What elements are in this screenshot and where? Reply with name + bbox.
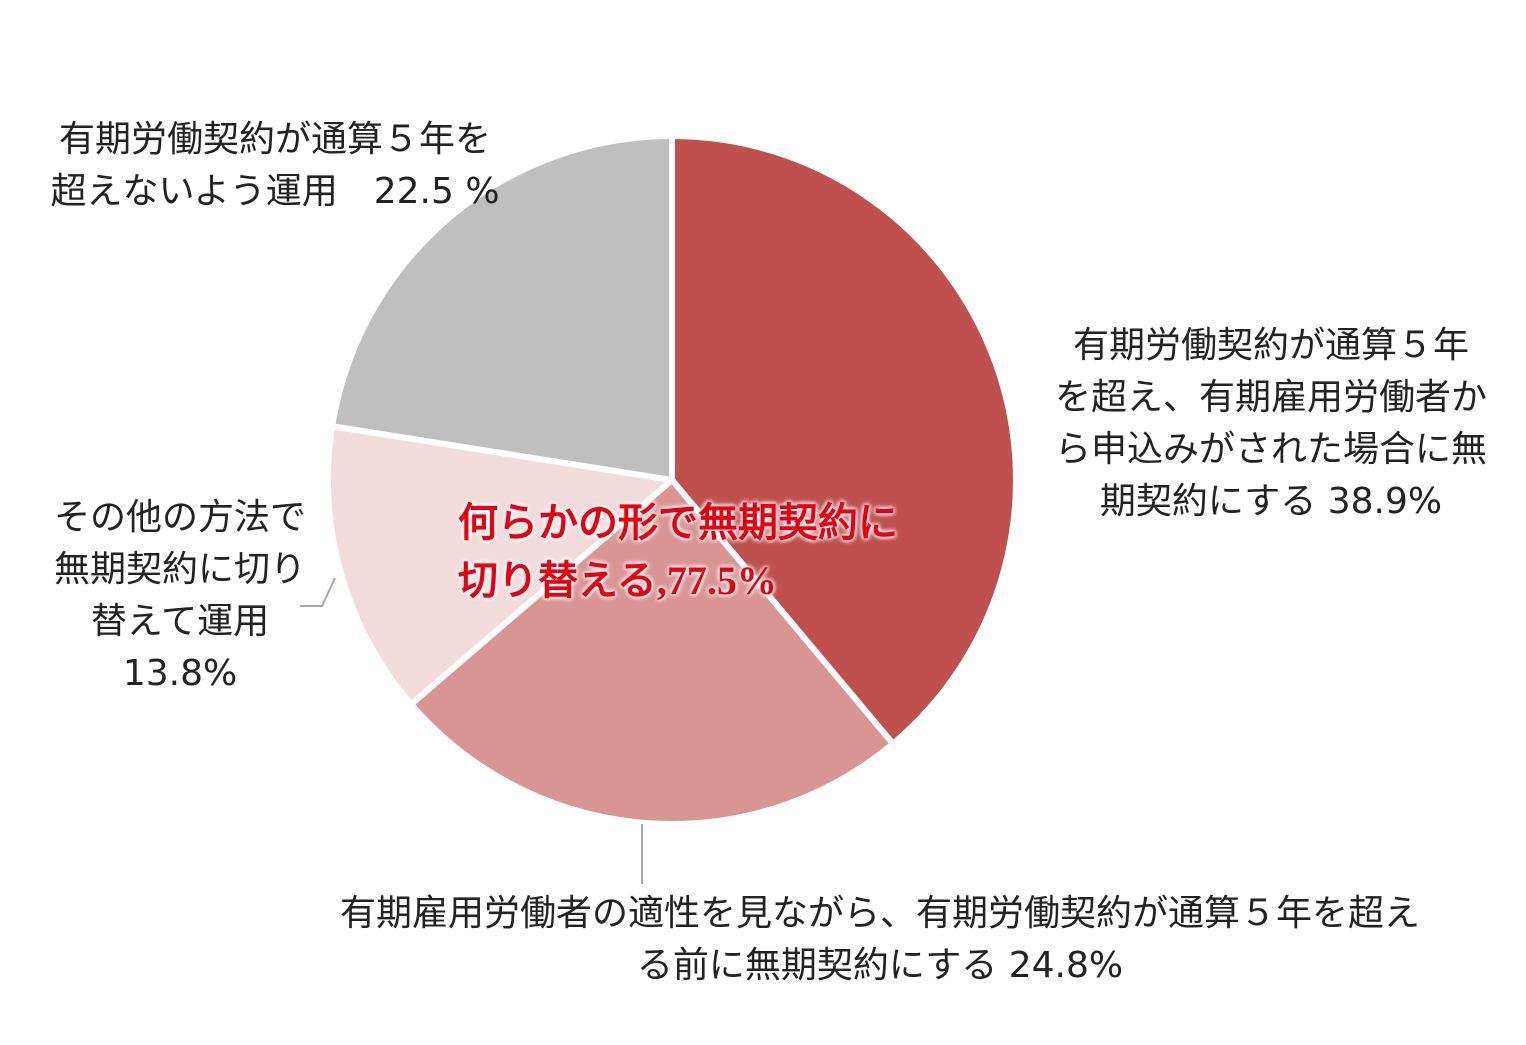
slice-label-s4-line: 有期労働契約が通算５年を bbox=[58, 119, 491, 160]
slice-label-s1-line: ら申込みがされた場合に無 bbox=[1054, 429, 1487, 470]
center-annotation-text: 切り替える bbox=[458, 558, 657, 604]
pie-slice-4 bbox=[329, 133, 675, 483]
slice-label-s1-line: 期契約にする 38.9% bbox=[1099, 481, 1443, 522]
slice-label-s1-line: を超え、有期雇用労働者か bbox=[1054, 377, 1487, 418]
slice-label-s2-line: る前に無期契約にする 24.8% bbox=[636, 945, 1124, 986]
slice-label-s4: 有期労働契約が通算５年を 超えないよう運用 22.5 % bbox=[20, 114, 530, 218]
slice-label-s4-line: 超えないよう運用 22.5 % bbox=[50, 171, 500, 212]
slice-label-s2-line: 有期雇用労働者の適性を見ながら、有期労働契約が通算５年を超え bbox=[339, 893, 1420, 934]
pie-slice-1 bbox=[669, 133, 1019, 747]
pie-slice-3 bbox=[325, 423, 675, 708]
center-annotation: 何らかの形で無期契約に 切り替える,77.5% bbox=[458, 494, 898, 610]
slice-label-s1: 有期労働契約が通算５年 を超え、有期雇用労働者か ら申込みがされた場合に無 期契… bbox=[1036, 320, 1506, 528]
center-annotation-line1: 何らかの形で無期契約に bbox=[458, 500, 898, 546]
pie-slices bbox=[325, 133, 1019, 827]
center-annotation-value: ,77.5% bbox=[656, 558, 777, 603]
leader-lines bbox=[300, 577, 643, 884]
slice-label-s3-line: 13.8% bbox=[122, 653, 238, 694]
slice-label-s3-line: 替えて運用 bbox=[90, 601, 270, 642]
slice-label-s2: 有期雇用労働者の適性を見ながら、有期労働契約が通算５年を超え る前に無期契約にす… bbox=[260, 888, 1500, 992]
leader-line-2 bbox=[300, 577, 336, 607]
slice-label-s3: その他の方法で 無期契約に切り 替えて運用 13.8% bbox=[20, 492, 340, 700]
slice-label-s1-line: 有期労働契約が通算５年 bbox=[1072, 325, 1469, 366]
slice-label-s3-line: その他の方法で bbox=[53, 497, 306, 538]
slice-label-s3-line: 無期契約に切り bbox=[53, 549, 306, 590]
pie-slice-2 bbox=[408, 477, 896, 827]
